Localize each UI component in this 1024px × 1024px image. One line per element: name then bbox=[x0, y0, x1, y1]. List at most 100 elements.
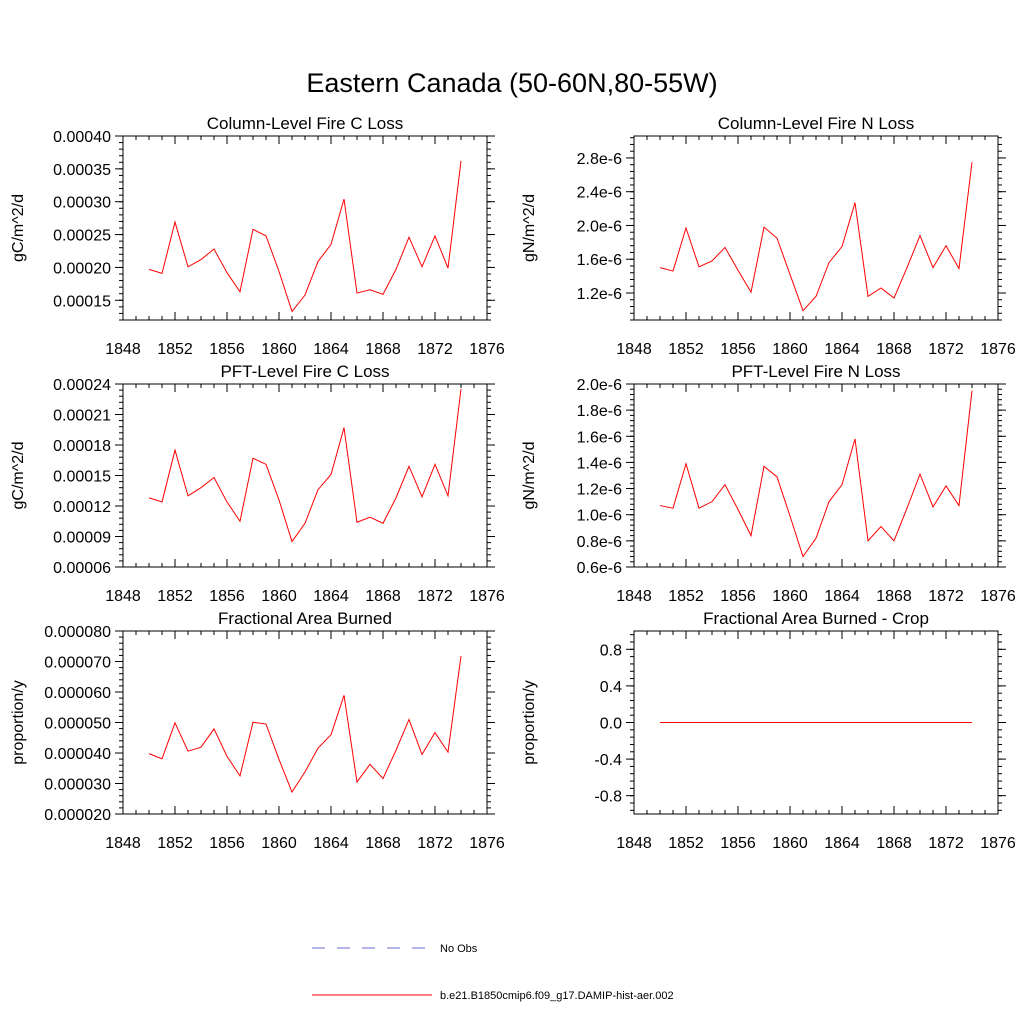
y-tick-label: 1.2e-6 bbox=[577, 286, 622, 303]
y-tick-label: 0.00021 bbox=[53, 408, 111, 425]
plot-frame bbox=[633, 383, 999, 568]
y-tick-label: 0.000020 bbox=[44, 807, 111, 824]
x-tick-label: 1852 bbox=[668, 588, 704, 605]
y-tick-label: 1.2e-6 bbox=[577, 482, 622, 499]
x-tick-label: 1864 bbox=[313, 588, 349, 605]
x-tick-label: 1868 bbox=[876, 341, 912, 358]
y-tick-label: 0.00025 bbox=[53, 228, 111, 245]
y-tick-label: 0.00006 bbox=[53, 560, 111, 577]
y-tick-label: 0.00009 bbox=[53, 530, 111, 547]
y-tick-label: 0.00040 bbox=[53, 129, 111, 146]
x-tick-label: 1856 bbox=[209, 835, 245, 852]
y-tick-label: 0.0 bbox=[600, 716, 622, 733]
series-line bbox=[148, 389, 462, 543]
y-tick-label: 1.0e-6 bbox=[577, 508, 622, 525]
panel-title: Column-Level Fire C Loss bbox=[207, 114, 404, 133]
x-tick-label: 1860 bbox=[261, 341, 297, 358]
plot-frame bbox=[122, 630, 488, 815]
x-tick-label: 1872 bbox=[928, 835, 964, 852]
y-tick-label: 0.00012 bbox=[53, 499, 111, 516]
x-tick-label: 1860 bbox=[772, 588, 808, 605]
y-tick-label: 2.4e-6 bbox=[577, 185, 622, 202]
x-tick-label: 1864 bbox=[824, 341, 860, 358]
chart-panel-4: PFT-Level Fire N Loss gN/m^2/d 1848 1852 185… bbox=[521, 362, 1016, 605]
series-line bbox=[148, 160, 462, 313]
y-axis-label: proportion/y bbox=[10, 680, 27, 765]
x-tick-label: 1864 bbox=[313, 341, 349, 358]
y-tick-label: 0.00024 bbox=[53, 377, 111, 394]
y-tick-label: 0.4 bbox=[600, 679, 622, 696]
x-tick-label: 1864 bbox=[824, 588, 860, 605]
x-tick-label: 1852 bbox=[668, 835, 704, 852]
x-tick-label: 1872 bbox=[928, 341, 964, 358]
y-axis-label: gC/m^2/d bbox=[10, 194, 27, 262]
plot-frame bbox=[122, 383, 488, 568]
x-tick-label: 1848 bbox=[105, 588, 141, 605]
x-tick-label: 1872 bbox=[417, 588, 453, 605]
y-tick-label: 0.00030 bbox=[53, 195, 111, 212]
y-axis-label: proportion/y bbox=[521, 680, 538, 765]
series-line bbox=[659, 390, 973, 558]
x-tick-label: 1868 bbox=[365, 588, 401, 605]
x-tick-label: 1876 bbox=[469, 588, 505, 605]
y-tick-label: 1.8e-6 bbox=[577, 403, 622, 420]
x-tick-label: 1876 bbox=[980, 835, 1016, 852]
x-tick-label: 1860 bbox=[261, 835, 297, 852]
y-tick-label: 1.4e-6 bbox=[577, 455, 622, 472]
x-tick-label: 1868 bbox=[365, 341, 401, 358]
chart-panel-5: Fractional Area Burned proportion/y 1848 18… bbox=[10, 609, 505, 852]
y-axis-label: gC/m^2/d bbox=[10, 442, 27, 510]
panel-title: Column-Level Fire N Loss bbox=[718, 114, 915, 133]
legend: No Obs b.e21.B1850cmip6.f09_g17.DAMIP-hi… bbox=[312, 943, 674, 1002]
x-tick-label: 1856 bbox=[720, 835, 756, 852]
panel-title: Fractional Area Burned - Crop bbox=[703, 609, 929, 628]
y-tick-label: 0.000040 bbox=[44, 746, 111, 763]
y-tick-label: 1.6e-6 bbox=[577, 429, 622, 446]
x-tick-label: 1876 bbox=[980, 341, 1016, 358]
legend-label-no-obs: No Obs bbox=[440, 943, 478, 955]
x-tick-label: 1848 bbox=[616, 835, 652, 852]
panels: Column-Level Fire C Loss gC/m^2/d 1848 1852… bbox=[10, 114, 1016, 852]
x-tick-label: 1860 bbox=[772, 835, 808, 852]
plot-frame bbox=[122, 135, 488, 321]
y-tick-label: 0.8 bbox=[600, 642, 622, 659]
y-tick-label: 0.000080 bbox=[44, 624, 111, 641]
chart-panel-2: Column-Level Fire N Loss gN/m^2/d 1848 1852… bbox=[521, 114, 1016, 358]
x-tick-label: 1876 bbox=[980, 588, 1016, 605]
x-tick-label: 1860 bbox=[261, 588, 297, 605]
y-tick-label: 0.8e-6 bbox=[577, 534, 622, 551]
x-tick-label: 1868 bbox=[365, 835, 401, 852]
chart-panel-6: Fractional Area Burned - Crop proportion/… bbox=[521, 609, 1016, 852]
y-axis-label: gN/m^2/d bbox=[521, 194, 538, 262]
x-tick-label: 1872 bbox=[417, 341, 453, 358]
plot-frame bbox=[633, 135, 999, 321]
y-axis-label: gN/m^2/d bbox=[521, 442, 538, 510]
x-tick-label: 1852 bbox=[157, 835, 193, 852]
y-tick-label: 0.6e-6 bbox=[577, 560, 622, 577]
x-tick-label: 1876 bbox=[469, 341, 505, 358]
x-tick-label: 1860 bbox=[772, 341, 808, 358]
y-tick-label: -0.4 bbox=[594, 752, 622, 769]
y-tick-label: 0.00035 bbox=[53, 162, 111, 179]
x-tick-label: 1876 bbox=[469, 835, 505, 852]
x-tick-label: 1848 bbox=[105, 341, 141, 358]
y-tick-label: 2.0e-6 bbox=[577, 218, 622, 235]
y-tick-label: 0.00015 bbox=[53, 469, 111, 486]
x-tick-label: 1872 bbox=[928, 588, 964, 605]
y-tick-label: 2.8e-6 bbox=[577, 151, 622, 168]
x-tick-label: 1856 bbox=[720, 341, 756, 358]
series-line bbox=[148, 655, 462, 794]
figure-title: Eastern Canada (50-60N,80-55W) bbox=[306, 68, 717, 98]
x-tick-label: 1852 bbox=[157, 588, 193, 605]
y-tick-label: 0.000060 bbox=[44, 685, 111, 702]
y-tick-label: 0.000050 bbox=[44, 716, 111, 733]
y-tick-label: 0.000030 bbox=[44, 777, 111, 794]
y-tick-label: 0.00020 bbox=[53, 260, 111, 277]
x-tick-label: 1856 bbox=[720, 588, 756, 605]
x-tick-label: 1848 bbox=[616, 588, 652, 605]
series-line bbox=[659, 162, 973, 312]
x-tick-label: 1852 bbox=[157, 341, 193, 358]
y-tick-label: 0.00018 bbox=[53, 438, 111, 455]
x-tick-label: 1868 bbox=[876, 835, 912, 852]
y-tick-label: 2.0e-6 bbox=[577, 377, 622, 394]
